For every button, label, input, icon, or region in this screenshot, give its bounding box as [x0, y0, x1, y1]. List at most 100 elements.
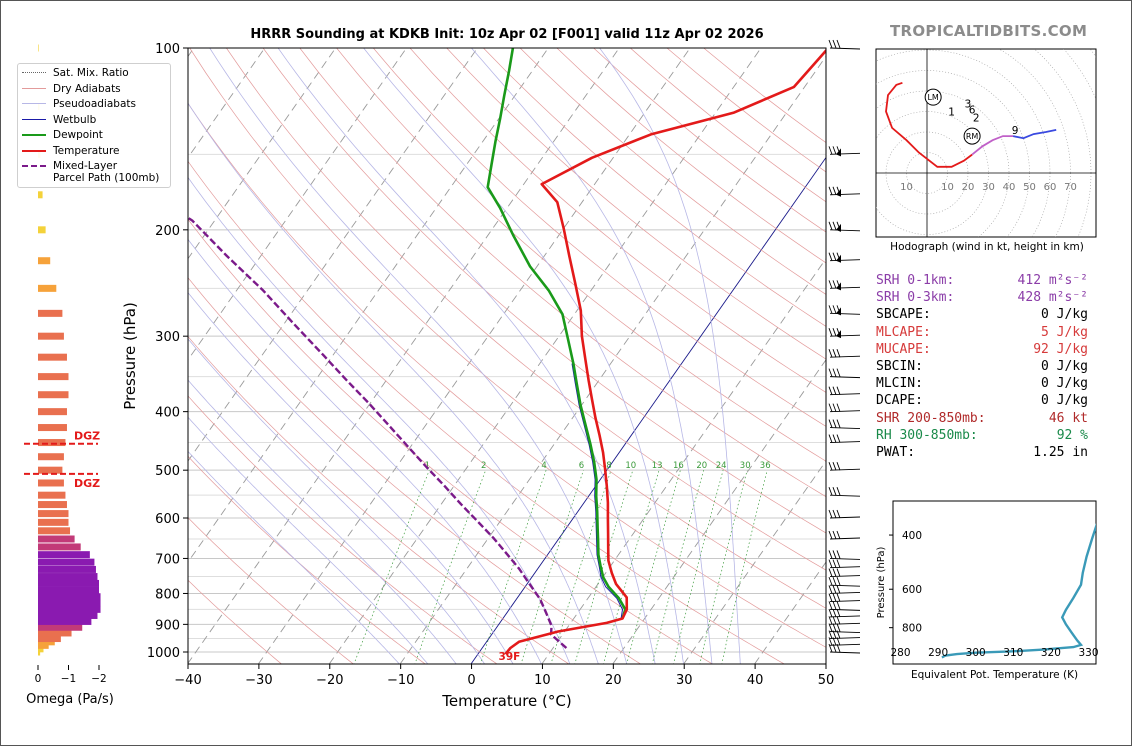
dry-adiabat [188, 160, 786, 664]
parameter-label: SBCIN: [876, 359, 923, 375]
wind-barb [828, 623, 861, 633]
barb-feather [836, 368, 841, 377]
omega-x-tick-label: −2 [91, 673, 106, 685]
omega-bar [38, 586, 99, 594]
parameter-label: PWAT: [876, 445, 916, 461]
theta-e-x-tick-label: 330 [1078, 647, 1098, 659]
barb-feather [828, 419, 833, 428]
barb-feather [836, 616, 841, 625]
dry-adiabat [188, 395, 498, 664]
parameter-label: SHR 200-850mb: [876, 410, 986, 426]
parameter-value: 5 J/kg [1041, 324, 1088, 340]
isotherm-line [328, 48, 762, 664]
omega-bar [38, 284, 57, 292]
omega-bar [38, 629, 72, 637]
legend-item: Mixed-Layer Parcel Path (100mb) [22, 160, 159, 184]
y-tick-label: 900 [155, 618, 180, 633]
mixing-ratio-label: 2 [481, 461, 486, 471]
theta-e-plot [941, 522, 1096, 659]
theta-e-y-axis-label: Pressure (hPa) [876, 547, 887, 619]
mixing-ratio-line [673, 470, 724, 664]
barb-feather [832, 585, 837, 594]
y-tick-label: 300 [155, 330, 180, 345]
barb-feather [828, 643, 833, 653]
barb-feather [828, 530, 833, 540]
dry-adiabat [409, 48, 826, 393]
legend-label: Wetbulb [53, 113, 97, 126]
mixing-ratio-line [603, 470, 660, 664]
legend-swatch [22, 98, 46, 108]
barb-feather [832, 487, 837, 496]
barb-feather [828, 280, 833, 289]
wind-barb [828, 305, 861, 316]
theta-e-panel: 280 290 300 310 320 330 400 600 800 Equivalent Po… [876, 500, 1099, 681]
isotherm-line [188, 48, 478, 462]
omega-bar [38, 353, 67, 361]
barb-feather [836, 146, 841, 155]
parameter-row: SBCAPE: 0 J/kg [876, 306, 1106, 323]
omega-bar [38, 479, 64, 487]
parameter-value: 92 J/kg [1033, 341, 1088, 357]
omega-bar [38, 510, 69, 518]
wind-barb [828, 39, 861, 50]
skewt-background: 1 2 4 6 8 10 13 16 20 24 30 36 [188, 48, 826, 664]
series-temperature [504, 48, 826, 655]
pseudoadiabat [188, 102, 599, 664]
parameter-value: 1.25 in [1033, 445, 1088, 461]
barb-feather [828, 186, 833, 195]
barb-feather [828, 39, 833, 49]
barb-feather [832, 403, 837, 412]
x-tick-label: 50 [818, 673, 835, 688]
wind-barb [828, 146, 861, 157]
omega-bar [38, 573, 98, 581]
hodograph-height-label: 6 [969, 104, 976, 116]
barb-feather [828, 608, 833, 618]
barb-feather [832, 530, 837, 540]
theta-e-x-tick-label: 310 [1003, 647, 1023, 659]
barb-shaft [829, 557, 861, 560]
barb-feather [836, 434, 841, 443]
hodograph-tick-label: 70 [1064, 182, 1077, 193]
surface-temperature-label: 39F [499, 651, 521, 663]
parameter-label: SRH 0-3km: [876, 290, 955, 306]
legend-swatch [22, 67, 46, 77]
omega-x-tick-label: 0 [35, 673, 42, 685]
y-tick-label: 600 [155, 512, 180, 527]
barb-shaft [829, 575, 861, 577]
wind-barb [828, 349, 861, 358]
y-tick-label: 200 [155, 224, 180, 239]
legend-swatch [22, 160, 46, 170]
theta-e-x-tick-label: 320 [1041, 647, 1061, 659]
parameter-row: PWAT: 1.25 in [876, 444, 1106, 461]
barb-feather [832, 568, 837, 577]
storm-motion-marker [924, 88, 942, 106]
barb-shaft [829, 637, 861, 639]
barb-feather [836, 305, 841, 314]
hodograph-tick-label: 50 [1023, 182, 1036, 193]
omega-bar [38, 309, 63, 317]
barb-shaft [829, 516, 861, 519]
barb-shaft [829, 615, 861, 618]
barb-feather [832, 39, 837, 49]
theta-e-y-tick-label: 800 [902, 623, 922, 635]
storm-motion-label: RM [966, 132, 979, 141]
legend-label: Temperature [53, 144, 120, 157]
wind-barb [828, 643, 861, 654]
wind-barb [828, 434, 861, 443]
barb-feather [828, 434, 833, 443]
dry-adiabat [446, 48, 826, 360]
legend-swatch [22, 114, 46, 124]
hodograph-height-label: 2 [973, 113, 980, 125]
barb-shaft [829, 312, 861, 315]
hodograph-trace [1012, 129, 1057, 140]
pseudoadiabat [188, 176, 571, 664]
omega-bar [38, 191, 43, 199]
x-tick-label: 40 [747, 673, 764, 688]
theta-e-frame [892, 500, 1097, 665]
parameter-label: RH 300-850mb: [876, 427, 978, 443]
legend-item: Wetbulb [22, 114, 96, 126]
barb-feather [836, 576, 841, 586]
wind-barb [828, 550, 861, 560]
barb-shaft [829, 584, 861, 587]
